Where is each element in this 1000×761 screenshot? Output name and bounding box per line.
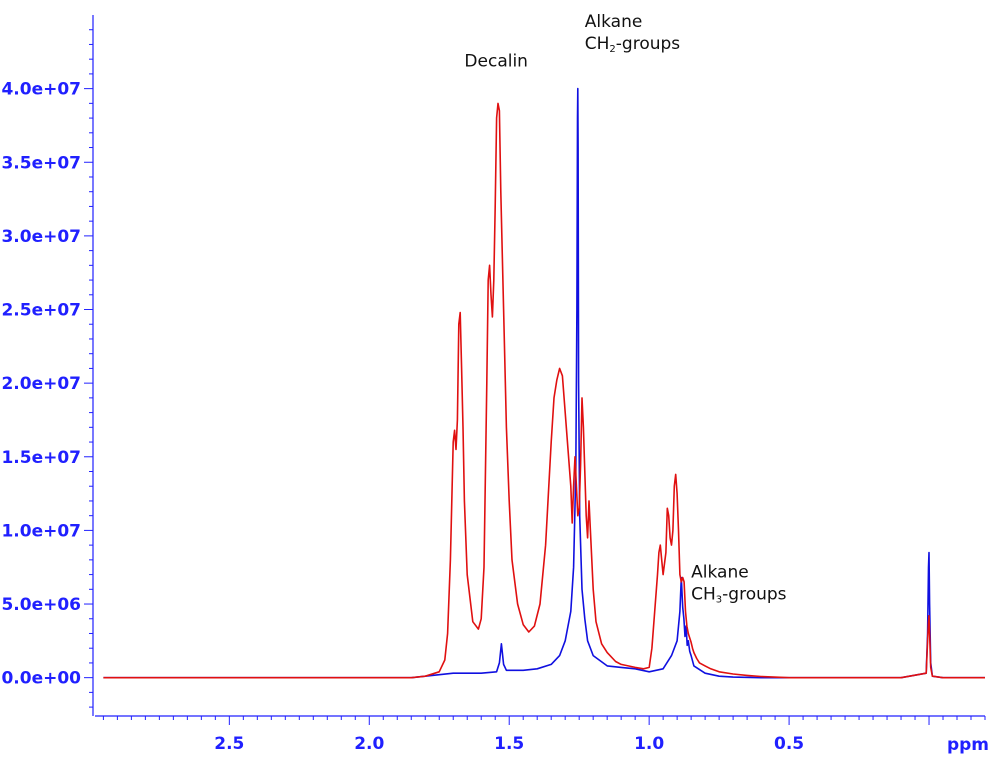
- x-tick-label: 2.0: [354, 734, 384, 754]
- annotation-alkane-ch2: Alkane CH2-groups: [585, 12, 681, 55]
- y-tick-label: 4.0e+07: [1, 80, 81, 100]
- x-tick-label: 1.0: [634, 734, 664, 754]
- y-tick-label: 0.0e+00: [1, 669, 81, 689]
- annotation-ch3-line2: CH3-groups: [691, 585, 787, 606]
- x-tick-label: 1.5: [494, 734, 524, 754]
- annotation-ch2-tail: -groups: [616, 34, 681, 54]
- y-tick-label: 2.5e+07: [1, 301, 81, 321]
- x-tick-label: 0.5: [774, 734, 804, 754]
- y-tick-label: 5.0e+06: [1, 595, 81, 615]
- series-line-0: [103, 87, 985, 679]
- annotation-ch3-sub: 3: [716, 595, 722, 606]
- y-tick-label: 1.5e+07: [1, 448, 81, 468]
- series-line-1: [103, 102, 985, 679]
- annotations: Decalin Alkane CH2-groups Alkane CH3-gro…: [464, 12, 786, 606]
- spectrum-series: [103, 87, 985, 679]
- x-axis: 2.5 2.0 1.5 1.0 0.5 ppm: [95, 715, 989, 755]
- annotation-ch2-main: CH: [585, 34, 610, 54]
- y-tick-label: 3.0e+07: [1, 227, 81, 247]
- annotation-ch3-main: CH: [691, 585, 716, 605]
- annotation-ch2-line2: CH2-groups: [585, 34, 681, 55]
- annotation-ch3-line1: Alkane: [691, 563, 749, 583]
- annotation-decalin: Decalin: [464, 52, 528, 72]
- x-tick-label: 2.5: [214, 734, 244, 754]
- y-tick-label: 1.0e+07: [1, 521, 81, 541]
- annotation-decalin-text: Decalin: [464, 52, 528, 72]
- y-tick-label: 2.0e+07: [1, 374, 81, 394]
- y-tick-label: 3.5e+07: [1, 153, 81, 173]
- x-axis-label: ppm: [947, 735, 989, 755]
- y-axis: 0.0e+00 5.0e+06 1.0e+07 1.5e+07 2.0e+07 2.5e+…: [1, 15, 94, 716]
- annotation-ch3-tail: -groups: [722, 585, 787, 605]
- annotation-ch2-line1: Alkane: [585, 12, 643, 32]
- annotation-ch2-sub: 2: [609, 44, 615, 55]
- annotation-alkane-ch3: Alkane CH3-groups: [691, 563, 787, 606]
